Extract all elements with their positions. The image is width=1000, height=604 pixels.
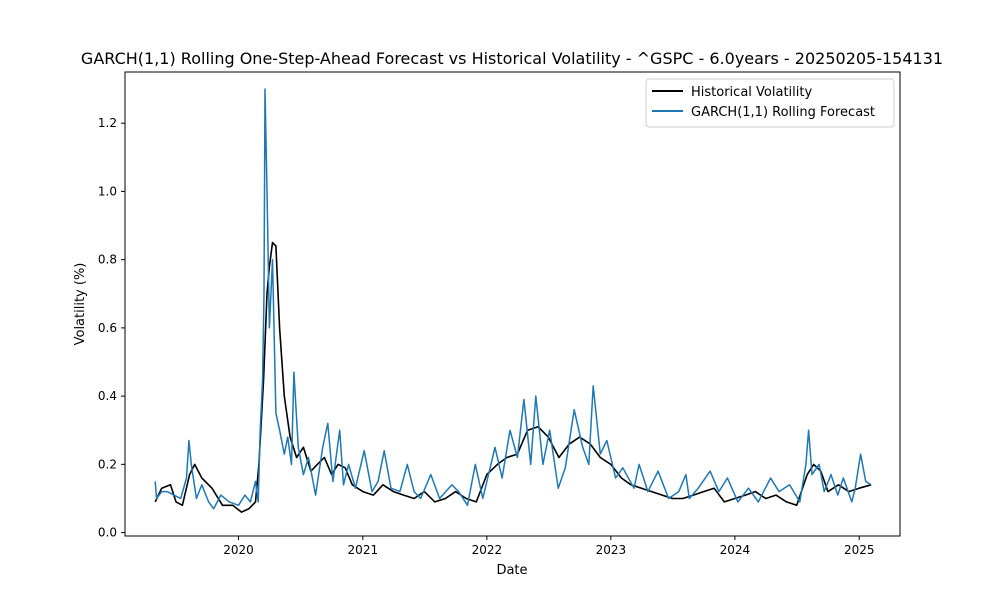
chart-title: GARCH(1,1) Rolling One-Step-Ahead Foreca… [81,49,943,68]
x-axis-label: Date [496,563,527,578]
x-tick-label: 2020 [223,543,254,557]
series-layer [154,88,872,513]
x-tick-label: 2025 [844,543,875,557]
legend-box [645,78,895,128]
plot-area-frame [124,71,901,537]
y-tick-label: 0.8 [98,253,117,267]
y-tick-label: 0.0 [98,526,117,540]
x-axis: 2020 2021 2022 2023 2024 2025 [223,536,875,557]
x-tick-label: 2024 [720,543,751,557]
x-tick-label: 2021 [348,543,379,557]
series-line-0 [154,241,872,513]
y-tick-label: 1.0 [98,184,117,198]
legend: Historical Volatility GARCH(1,1) Rolling… [645,78,895,128]
x-tick-label: 2023 [596,543,627,557]
y-axis: 0.0 0.2 0.4 0.6 0.8 1.0 1.2 [98,116,125,540]
legend-label-garch: GARCH(1,1) Rolling Forecast [691,105,875,120]
x-tick-label: 2022 [472,543,503,557]
y-axis-label: Volatility (%) [73,263,88,346]
legend-label-historical: Historical Volatility [691,85,812,100]
y-tick-label: 0.4 [98,389,117,403]
y-tick-label: 0.6 [98,321,117,335]
y-tick-label: 1.2 [98,116,117,130]
y-tick-label: 0.2 [98,457,117,471]
series-line-1 [154,88,872,510]
